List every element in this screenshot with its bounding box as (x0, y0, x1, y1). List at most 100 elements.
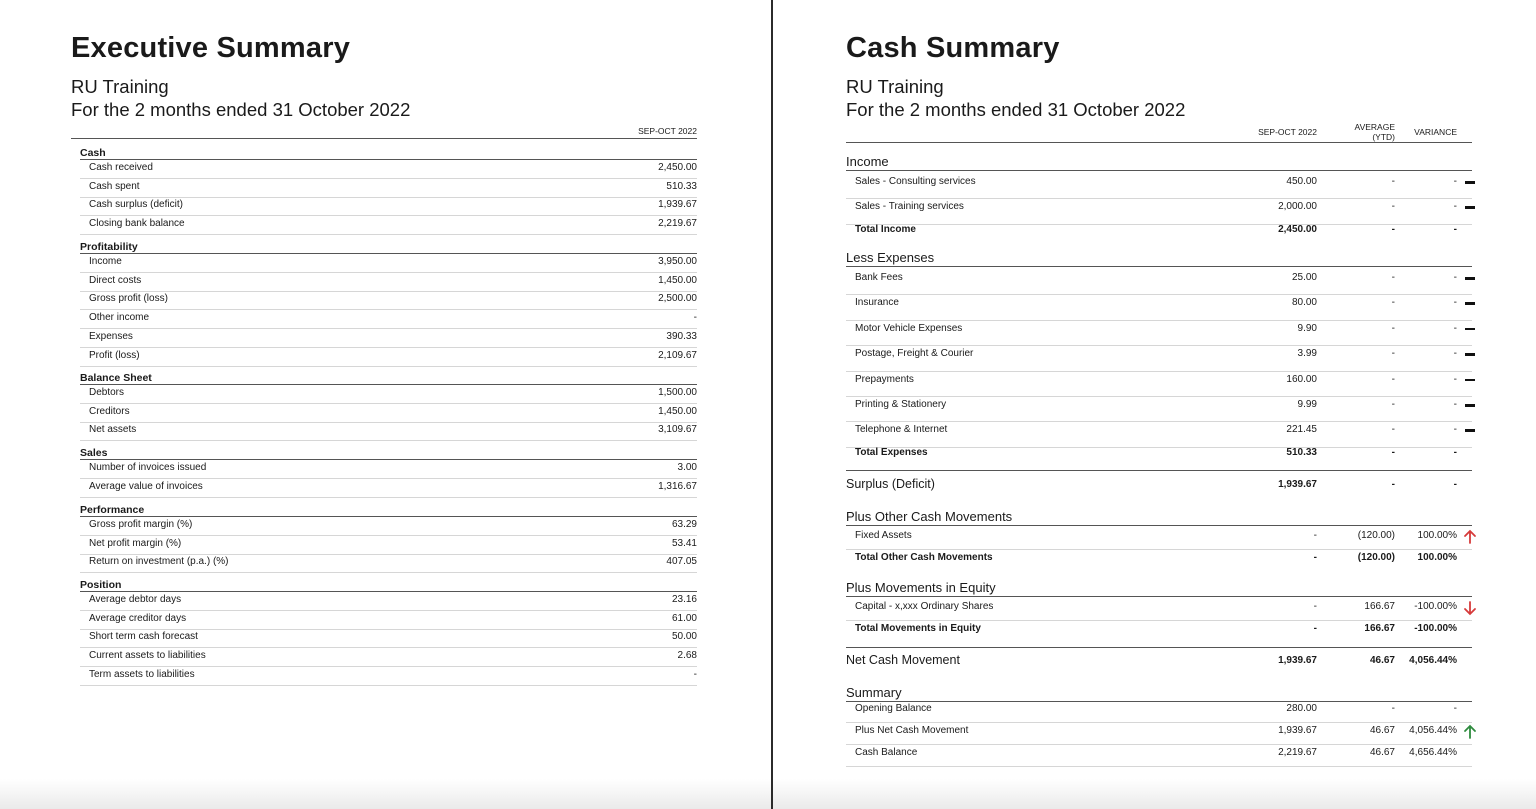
value-period: 2,450.00 (1278, 224, 1317, 235)
dash-indicator-icon (1462, 372, 1478, 390)
row-value: 407.05 (666, 556, 697, 568)
value-average: - (1391, 272, 1395, 283)
value-period: 160.00 (1286, 373, 1317, 385)
value-period: 450.00 (1286, 176, 1317, 187)
arrow-glyph (1464, 724, 1476, 739)
row-label: Return on investment (p.a.) (%) (89, 556, 229, 568)
column-header-period: SEP-OCT 2022 (1258, 127, 1317, 137)
value-variance: - (1453, 176, 1457, 187)
value-variance: 4,056.44% (1409, 725, 1457, 736)
row-label: Gross profit margin (%) (89, 519, 193, 530)
page-title: Cash Summary (846, 32, 1060, 64)
table-row: Term assets to liabilities - (80, 667, 697, 686)
value-period: 3.99 (1297, 348, 1317, 360)
dash-indicator-icon (1462, 174, 1478, 192)
table-row: Gross profit margin (%) 63.29 (80, 517, 697, 536)
row-label: Cash received (89, 162, 153, 173)
table-row: Cash surplus (deficit) 1,939.67 (80, 197, 697, 217)
arrow-up-icon (1462, 723, 1478, 741)
row-label: Current assets to liabilities (89, 650, 206, 662)
row-label: Direct costs (89, 274, 142, 286)
section-rule (80, 253, 697, 254)
table-row: Sales - Consulting services 450.00 - - (846, 174, 1475, 200)
value-period: 221.45 (1286, 424, 1317, 436)
dash-indicator-icon (1462, 397, 1478, 415)
table-row: Current assets to liabilities 2.68 (80, 648, 697, 668)
row-label: Prepayments (855, 373, 914, 385)
section-heading: Summary (846, 685, 902, 700)
table-row: Closing bank balance 2,219.67 (80, 216, 697, 236)
value-variance: - (1453, 447, 1457, 458)
section-heading: Plus Movements in Equity (846, 580, 996, 595)
table-row: Average creditor days 61.00 (80, 611, 697, 630)
row-label: Short term cash forecast (89, 631, 198, 643)
total-label: Total Movements in Equity (855, 623, 981, 634)
arrow-up-icon (1462, 528, 1478, 546)
value-average: 166.67 (1364, 601, 1395, 612)
section-rule (846, 525, 1472, 526)
row-label: Average value of invoices (89, 480, 203, 492)
arrow-down-icon (1462, 599, 1478, 617)
row-value: 2,500.00 (658, 293, 697, 305)
value-average: - (1391, 703, 1395, 714)
row-label: Cash surplus (deficit) (89, 199, 183, 211)
row-label: Sales - Consulting services (855, 176, 976, 187)
dash-indicator-icon (1462, 199, 1478, 217)
value-period: 1,939.67 (1278, 479, 1317, 490)
table-row: Sales - Training services 2,000.00 - - (846, 199, 1475, 225)
column-header-variance: VARIANCE (1414, 127, 1457, 137)
dash-bar (1465, 378, 1475, 382)
row-value: 2.68 (677, 650, 697, 662)
row-label: Capital - x,xxx Ordinary Shares (855, 601, 994, 612)
table-row: Short term cash forecast 50.00 (80, 629, 697, 649)
table-row: Opening Balance 280.00 - - (846, 701, 1472, 723)
report-period: For the 2 months ended 31 October 2022 (846, 99, 1186, 120)
net-rule (846, 647, 1472, 648)
row-label: Cash spent (89, 180, 140, 192)
value-variance: -100.00% (1414, 601, 1457, 612)
table-row: Average debtor days 23.16 (80, 592, 697, 611)
table-row: Net assets 3,109.67 (80, 422, 697, 442)
row-value: 2,219.67 (658, 218, 697, 230)
value-average: - (1391, 201, 1395, 213)
value-period: 2,000.00 (1278, 201, 1317, 213)
row-value: 63.29 (671, 519, 697, 530)
dash-bar (1465, 277, 1475, 280)
table-row: Profit (loss) 2,109.67 (80, 348, 697, 367)
table-row: Return on investment (p.a.) (%) 407.05 (80, 554, 697, 574)
value-period: 9.90 (1297, 322, 1317, 334)
section-heading: Less Expenses (846, 250, 935, 265)
row-value: 1,500.00 (658, 387, 697, 398)
value-average: - (1391, 399, 1395, 410)
value-average: - (1391, 373, 1395, 385)
section-heading: Sales (80, 447, 108, 459)
total-label: Total Other Cash Movements (855, 552, 993, 563)
surplus-row: Surplus (Deficit) 1,939.67 - - (846, 475, 1472, 495)
net-cash-movement-label: Net Cash Movement (846, 653, 960, 667)
row-label: Plus Net Cash Movement (855, 725, 969, 736)
row-label: Expenses (89, 330, 133, 342)
section-heading: Plus Other Cash Movements (846, 509, 1013, 524)
table-row: Cash spent 510.33 (80, 179, 697, 198)
table-row: Gross profit (loss) 2,500.00 (80, 291, 697, 311)
value-period: 510.33 (1286, 447, 1317, 458)
value-period: - (1313, 552, 1317, 563)
table-row: Net profit margin (%) 53.41 (80, 536, 697, 555)
row-label: Motor Vehicle Expenses (855, 322, 963, 334)
column-header-period: SEP-OCT 2022 (638, 126, 697, 136)
page-title: Executive Summary (71, 32, 351, 64)
table-row: Cash Balance 2,219.67 46.67 4,656.44% (846, 745, 1472, 767)
value-average: (120.00) (1357, 530, 1395, 541)
value-variance: - (1453, 348, 1457, 360)
cash-summary-page: Cash Summary RU Training For the 2 months … (773, 0, 1536, 809)
value-variance: - (1453, 703, 1457, 714)
value-variance: - (1453, 373, 1457, 385)
row-label: Insurance (855, 297, 899, 309)
total-row: Total Income 2,450.00 - - (846, 222, 1472, 240)
value-variance: 100.00% (1417, 530, 1457, 541)
value-average: 46.67 (1369, 725, 1395, 736)
value-variance: - (1453, 322, 1457, 334)
dash-bar (1465, 429, 1475, 432)
section-rule (80, 516, 697, 517)
row-label: Net profit margin (%) (89, 537, 182, 549)
